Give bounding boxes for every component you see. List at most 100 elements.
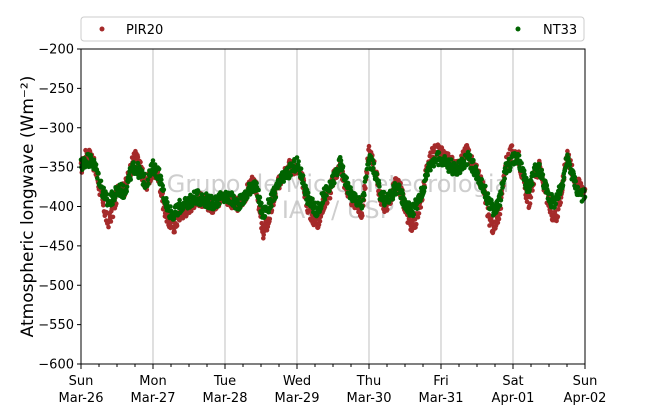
data-point-nt33 bbox=[362, 193, 367, 198]
data-point-nt33 bbox=[497, 203, 503, 208]
data-point-pir20 bbox=[528, 195, 534, 200]
data-point-nt33 bbox=[299, 176, 305, 182]
data-point-nt33 bbox=[322, 197, 328, 202]
data-point-nt33 bbox=[400, 191, 406, 196]
data-point-pir20 bbox=[558, 200, 563, 205]
y-tick-label: −250 bbox=[38, 82, 74, 97]
data-point-nt33 bbox=[124, 189, 129, 194]
data-point-nt33 bbox=[273, 195, 279, 200]
data-point-nt33 bbox=[502, 176, 507, 181]
data-point-nt33 bbox=[101, 185, 106, 191]
data-point-nt33 bbox=[530, 181, 535, 187]
x-tick-date-label: Apr-02 bbox=[564, 391, 607, 406]
data-point-nt33 bbox=[161, 187, 167, 192]
data-point-nt33 bbox=[298, 166, 304, 171]
data-point-nt33 bbox=[361, 197, 366, 202]
data-point-nt33 bbox=[553, 201, 559, 206]
data-point-nt33 bbox=[364, 174, 369, 179]
data-point-nt33 bbox=[540, 172, 546, 177]
data-point-nt33 bbox=[397, 183, 402, 188]
data-point-nt33 bbox=[428, 167, 433, 173]
data-point-pir20 bbox=[110, 214, 116, 220]
data-point-nt33 bbox=[381, 189, 387, 195]
grid-lines bbox=[80, 49, 586, 364]
data-point-nt33 bbox=[376, 180, 382, 186]
data-point-pir20 bbox=[172, 229, 177, 235]
data-point-nt33 bbox=[421, 188, 427, 194]
data-point-nt33 bbox=[411, 212, 417, 217]
data-point-pir20 bbox=[327, 196, 333, 201]
data-point-nt33 bbox=[471, 157, 476, 163]
data-point-nt33 bbox=[561, 175, 567, 180]
data-point-pir20 bbox=[506, 151, 511, 157]
data-point-nt33 bbox=[344, 175, 350, 181]
data-point-nt33 bbox=[521, 168, 527, 173]
data-point-nt33 bbox=[98, 178, 104, 184]
data-point-nt33 bbox=[104, 191, 109, 197]
data-point-nt33 bbox=[327, 188, 332, 194]
data-point-nt33 bbox=[160, 183, 165, 188]
data-point-nt33 bbox=[269, 204, 274, 209]
data-point-nt33 bbox=[142, 171, 147, 177]
x-tick-day-label: Fri bbox=[433, 374, 449, 389]
data-point-nt33 bbox=[150, 158, 156, 163]
data-point-nt33 bbox=[324, 193, 329, 198]
data-point-pir20 bbox=[108, 219, 114, 224]
data-point-nt33 bbox=[425, 172, 431, 178]
legend-label-nt33: NT33 bbox=[543, 23, 577, 38]
x-tick-day-label: Sat bbox=[502, 374, 523, 389]
data-point-nt33 bbox=[245, 195, 250, 200]
data-point-pir20 bbox=[135, 155, 141, 160]
y-axis-label: Atmospheric longwave (Wm⁻²) bbox=[18, 76, 38, 338]
data-point-nt33 bbox=[266, 209, 271, 215]
data-point-nt33 bbox=[479, 177, 485, 182]
legend: PIR20 NT33 bbox=[80, 16, 585, 42]
x-axis: Sun Mar-26 Mon Mar-27 Tue Mar-28 Wed Mar-29 Thu M… bbox=[59, 364, 607, 406]
data-point-nt33 bbox=[168, 204, 173, 209]
data-point-nt33 bbox=[579, 192, 584, 198]
data-point-nt33 bbox=[164, 196, 169, 201]
data-point-nt33 bbox=[422, 185, 428, 190]
data-point-nt33 bbox=[93, 162, 99, 167]
data-point-nt33 bbox=[362, 179, 368, 184]
data-point-nt33 bbox=[294, 155, 300, 160]
data-point-nt33 bbox=[196, 189, 201, 195]
watermark-line-2: IAG / USP bbox=[282, 196, 394, 224]
data-point-nt33 bbox=[121, 183, 126, 188]
data-point-nt33 bbox=[312, 200, 317, 206]
data-point-nt33 bbox=[128, 177, 133, 182]
y-tick-label: −300 bbox=[38, 121, 74, 136]
data-point-pir20 bbox=[414, 221, 419, 227]
data-point-nt33 bbox=[96, 171, 101, 176]
data-point-nt33 bbox=[442, 154, 448, 159]
data-point-pir20 bbox=[267, 216, 273, 222]
data-point-nt33 bbox=[566, 155, 571, 161]
data-point-nt33 bbox=[259, 211, 265, 216]
data-point-pir20 bbox=[189, 208, 194, 214]
data-point-nt33 bbox=[457, 170, 463, 176]
y-tick-label: −450 bbox=[38, 239, 74, 254]
data-point-nt33 bbox=[539, 167, 544, 173]
data-point-nt33 bbox=[573, 178, 578, 184]
data-point-nt33 bbox=[516, 153, 522, 158]
data-point-nt33 bbox=[145, 177, 151, 183]
data-point-nt33 bbox=[489, 200, 495, 206]
data-point-nt33 bbox=[572, 174, 578, 180]
data-point-nt33 bbox=[310, 196, 315, 202]
data-point-nt33 bbox=[436, 150, 442, 155]
legend-marker-nt33 bbox=[515, 26, 521, 32]
y-tick-label: −400 bbox=[38, 200, 74, 215]
y-tick-label: −600 bbox=[38, 358, 74, 373]
data-point-nt33 bbox=[217, 201, 222, 207]
data-point-nt33 bbox=[332, 180, 337, 186]
x-tick-day-label: Thu bbox=[356, 374, 381, 389]
data-points bbox=[78, 142, 588, 241]
data-point-pir20 bbox=[317, 218, 323, 224]
data-point-nt33 bbox=[146, 181, 151, 187]
data-point-nt33 bbox=[257, 195, 263, 200]
data-point-nt33 bbox=[259, 200, 264, 206]
data-point-pir20 bbox=[496, 216, 502, 222]
data-point-nt33 bbox=[121, 195, 127, 200]
data-point-nt33 bbox=[305, 190, 311, 196]
data-point-nt33 bbox=[338, 158, 344, 163]
